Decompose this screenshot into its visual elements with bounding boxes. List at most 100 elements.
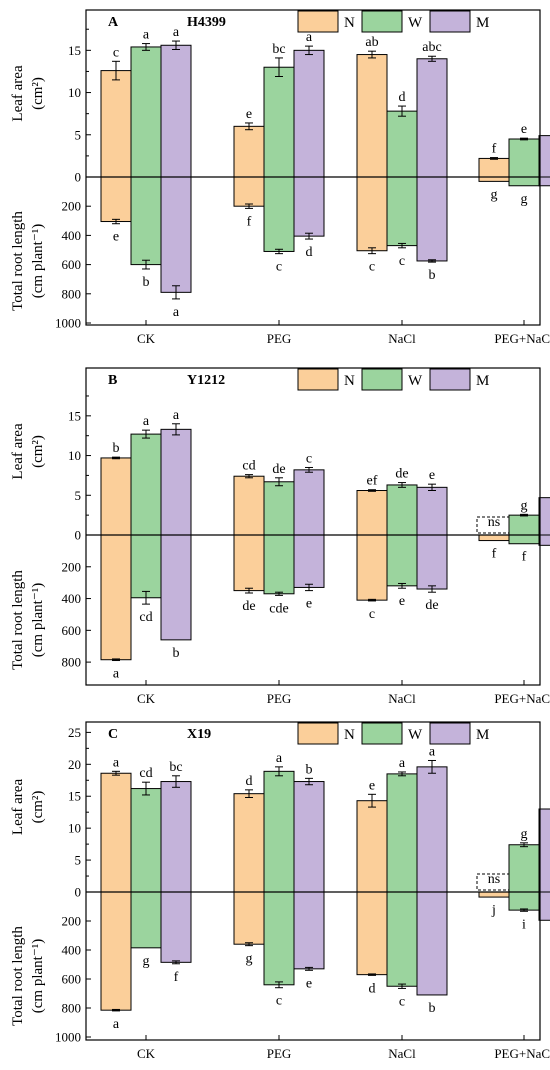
root-sig-label: cd	[139, 610, 152, 625]
y-tick-label: 800	[62, 1001, 82, 1016]
y-tick-label: 1000	[55, 1030, 81, 1045]
bar-root-M-1	[293, 176, 325, 237]
leaf-sig-label: b	[113, 441, 120, 456]
legend-swatch	[297, 722, 339, 745]
root-sig-label: b	[143, 275, 150, 290]
x-category-label: PEG+NaCl	[494, 331, 550, 346]
root-sig-label: de	[242, 599, 255, 614]
legend-swatch	[361, 368, 403, 391]
bar-leaf-M-2	[416, 486, 448, 536]
leaf-sig-label: cd	[139, 766, 152, 781]
leaf-sig-label: a	[399, 756, 406, 771]
x-category-label: NaCl	[388, 331, 416, 346]
y-tick-label: 5	[75, 853, 82, 868]
legend-swatch	[361, 722, 403, 745]
bar-root-N-0	[100, 534, 132, 661]
y-tick-label: 600	[62, 257, 82, 272]
leaf-sig-label: f	[492, 142, 497, 157]
y-tick-label: 15	[68, 408, 81, 423]
bar-root-M-3	[538, 891, 550, 921]
x-category-label: CK	[137, 331, 156, 346]
panel-letter: B	[108, 373, 117, 388]
bar-leaf-N-1	[233, 475, 265, 536]
bar-leaf-N-2	[356, 800, 388, 893]
leaf-sig-label: a	[276, 751, 283, 766]
y-axis-label-upper: Leaf area	[10, 779, 26, 836]
root-sig-label: c	[276, 994, 282, 1009]
y-tick-label: 5	[75, 127, 82, 142]
leaf-sig-label: a	[173, 25, 180, 40]
x-category-label: PEG	[267, 691, 292, 706]
legend-label: W	[408, 15, 423, 31]
root-sig-label: i	[522, 917, 526, 932]
bar-leaf-W-2	[386, 110, 418, 178]
legend-label: W	[408, 373, 423, 389]
bar-leaf-W-0	[130, 46, 162, 178]
root-sig-label: d	[306, 245, 313, 260]
bar-leaf-N-2	[356, 54, 388, 178]
y-tick-label: 400	[62, 591, 82, 606]
leaf-sig-label: bc	[272, 42, 285, 57]
leaf-sig-label: a	[173, 408, 180, 423]
y-tick-label: 15	[68, 789, 81, 804]
x-category-label: CK	[137, 1046, 156, 1061]
bar-leaf-W-0	[130, 788, 162, 893]
leaf-sig-label: c	[113, 45, 119, 60]
x-category-label: PEG	[267, 331, 292, 346]
bar-leaf-N-0	[100, 70, 132, 178]
bar-root-W-0	[130, 891, 162, 949]
y-tick-label: 800	[62, 655, 82, 670]
y-tick-label: 0	[75, 885, 82, 900]
bar-root-W-2	[386, 534, 418, 587]
root-sig-label: c	[369, 260, 375, 275]
panel-title: Y1212	[187, 373, 225, 388]
y-tick-label: 15	[68, 43, 81, 58]
bar-leaf-N-0	[100, 457, 132, 536]
legend-label: N	[344, 373, 355, 389]
leaf-sig-label: e	[429, 468, 435, 483]
bar-root-W-1	[263, 176, 295, 252]
root-sig-label: f	[247, 214, 252, 229]
root-sig-label: g	[143, 954, 150, 969]
bar-root-N-1	[233, 534, 265, 592]
root-sig-label: e	[399, 594, 405, 609]
bar-leaf-M-0	[160, 44, 192, 178]
plot-frame	[85, 9, 541, 326]
y-tick-label: 400	[62, 228, 82, 243]
bar-leaf-W-3	[508, 844, 540, 893]
bar-root-M-1	[293, 891, 325, 970]
leaf-sig-label: ef	[367, 474, 378, 489]
bar-root-W-0	[130, 176, 162, 266]
y-axis-unit-upper: (cm²)	[30, 435, 46, 468]
root-sig-label: cde	[269, 601, 288, 616]
bar-root-N-0	[100, 176, 132, 223]
y-axis-unit-lower: (cm plant⁻¹)	[30, 224, 46, 298]
root-sig-label: j	[491, 903, 496, 918]
legend-swatch	[297, 368, 339, 391]
leaf-sig-label: cd	[242, 459, 255, 474]
y-tick-label: 200	[62, 199, 82, 214]
leaf-sig-label: d	[246, 774, 253, 789]
leaf-sig-label: a	[143, 414, 150, 429]
y-axis-label-upper: Leaf area	[10, 65, 26, 122]
leaf-sig-label: ab	[365, 35, 378, 50]
bar-leaf-M-1	[293, 469, 325, 536]
y-tick-label: 10	[68, 85, 81, 100]
bar-leaf-N-1	[233, 793, 265, 893]
y-tick-label: 0	[75, 528, 82, 543]
bar-leaf-N-3	[478, 157, 510, 178]
root-sig-label: b	[429, 268, 436, 283]
leaf-sig-label: b	[306, 762, 313, 777]
panel-c: aadgednsjcdgacacgibcfbeabfh0510152025200…	[10, 721, 550, 1061]
root-sig-label: g	[491, 187, 498, 202]
y-axis-label-lower: Total root length	[10, 570, 26, 670]
leaf-sig-label: e	[521, 122, 527, 137]
bar-leaf-N-0	[100, 772, 132, 893]
bar-root-W-1	[263, 891, 295, 986]
root-sig-label: f	[492, 547, 497, 562]
x-category-label: NaCl	[388, 1046, 416, 1061]
legend-swatch	[297, 10, 339, 33]
x-category-label: CK	[137, 691, 156, 706]
leaf-sig-label: g	[521, 827, 528, 842]
